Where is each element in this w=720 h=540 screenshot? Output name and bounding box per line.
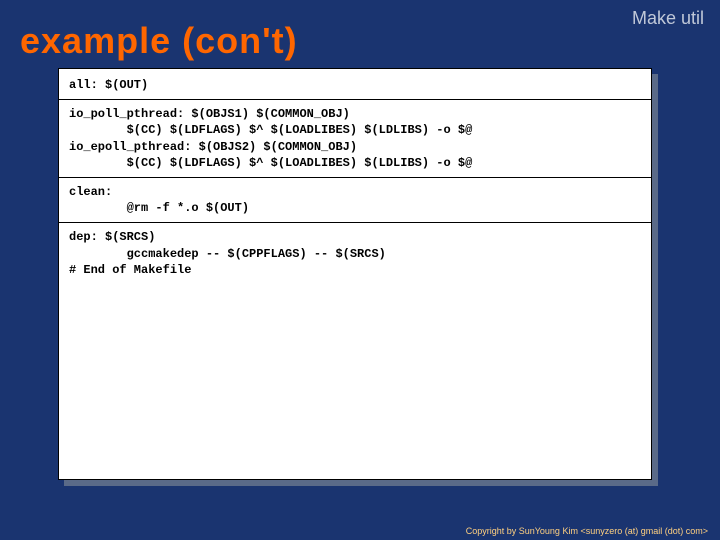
header-label: Make util xyxy=(632,8,704,29)
separator xyxy=(59,177,651,178)
separator xyxy=(59,222,651,223)
code-box: all: $(OUT)io_poll_pthread: $(OBJS1) $(C… xyxy=(58,68,652,480)
footer-copyright: Copyright by SunYoung Kim <sunyzero (at)… xyxy=(466,526,708,536)
separator xyxy=(59,99,651,100)
slide-title: example (con't) xyxy=(20,20,298,62)
